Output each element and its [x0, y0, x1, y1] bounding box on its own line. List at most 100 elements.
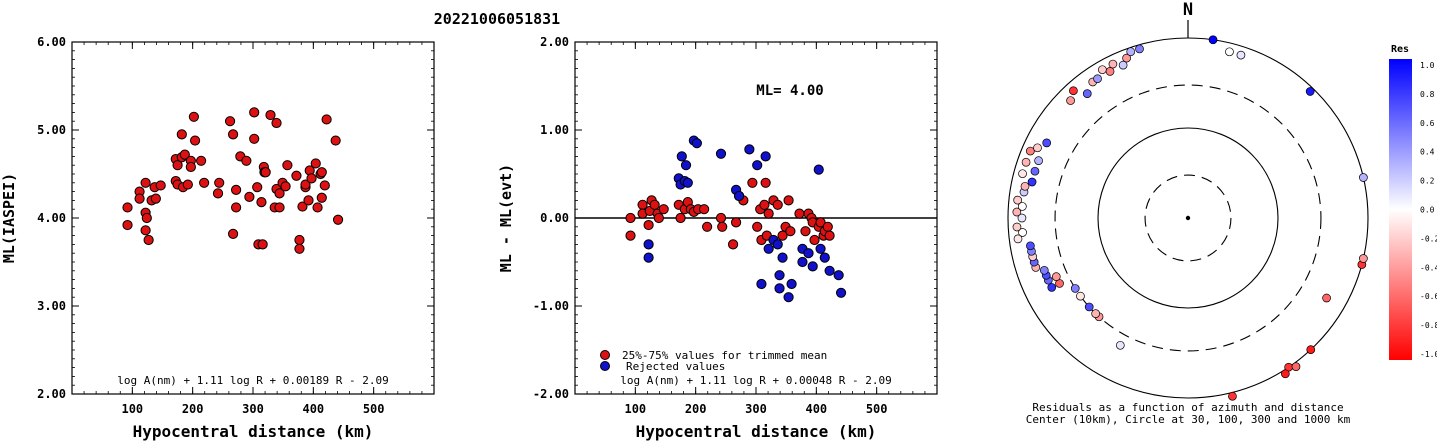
data-point	[227, 129, 239, 140]
station-residual	[1359, 173, 1368, 182]
station-residual	[1082, 89, 1092, 98]
data-point	[763, 243, 774, 254]
caption-line-2: Center (10km), Circle at 30, 100, 300 an…	[1026, 413, 1351, 426]
data-point	[172, 160, 183, 171]
data-point	[212, 188, 224, 199]
data-points	[625, 135, 847, 303]
data-point	[783, 292, 794, 303]
data-point	[291, 170, 302, 181]
station-residual	[1018, 169, 1027, 179]
panel-polar-residuals: N Residuals as a function of azimuth and…	[1007, 0, 1369, 426]
data-point	[833, 270, 844, 281]
data-point	[747, 177, 758, 188]
colorbar-tick-label: 0.0	[1420, 206, 1435, 215]
data-point	[199, 177, 210, 188]
colorbar-tick-label: -0.2	[1420, 234, 1437, 243]
data-point	[760, 151, 771, 162]
x-tick-label: 500	[866, 402, 888, 416]
station-residual	[1013, 234, 1023, 244]
data-point	[822, 221, 833, 232]
x-tick-label: 200	[182, 402, 204, 416]
data-point	[141, 212, 152, 224]
station-residual	[1017, 213, 1027, 223]
station-residual	[1021, 157, 1031, 167]
station-residual	[1026, 241, 1035, 251]
station-residual	[1118, 60, 1128, 70]
data-point	[330, 135, 341, 146]
station-residual	[1091, 309, 1101, 318]
station-residual	[1228, 391, 1237, 401]
data-point	[310, 158, 321, 169]
station-residual	[1098, 65, 1107, 75]
data-point	[809, 234, 820, 246]
colorbar-tick-label: 0.6	[1420, 119, 1435, 128]
data-point	[134, 193, 145, 204]
legend-marker-rejected	[600, 361, 610, 371]
y-tick-label: 2.00	[37, 387, 66, 401]
data-point	[785, 226, 796, 237]
colorbar-tick-label: 0.2	[1420, 177, 1435, 186]
center-dot	[1185, 215, 1191, 221]
y-tick-label: 6.00	[37, 35, 66, 49]
data-point	[760, 177, 771, 188]
data-point	[702, 221, 713, 232]
axes: -2.00 -1.00 0.00 1.00 2.00 100 200 300 400 500	[533, 35, 938, 416]
station-residual	[1093, 74, 1102, 84]
data-point	[680, 160, 692, 171]
data-point	[815, 243, 826, 254]
data-point	[297, 201, 308, 212]
data-point	[752, 221, 763, 232]
data-point	[756, 278, 767, 290]
data-point	[271, 117, 282, 129]
data-point	[752, 160, 763, 171]
data-point	[280, 181, 291, 192]
station-residual	[1281, 369, 1290, 379]
data-point	[282, 160, 293, 171]
x-tick-label: 400	[805, 402, 827, 416]
data-point	[143, 234, 154, 246]
data-point	[797, 256, 808, 268]
y-axis-label: ML(IASPEI)	[0, 173, 18, 263]
data-point	[319, 180, 330, 191]
data-point	[807, 261, 818, 272]
data-point	[815, 217, 826, 228]
data-points	[122, 107, 344, 254]
data-point	[691, 138, 702, 149]
station-residual	[1033, 143, 1042, 153]
data-point	[122, 202, 133, 213]
data-point	[265, 109, 276, 121]
colorbar-ticks: 1.0 0.8 0.6 0.4 0.2 0.0 -0.2 -0.4 -0.6 -0.8 -1.0	[1420, 61, 1437, 359]
data-point	[185, 161, 196, 173]
station-residual	[1115, 340, 1125, 350]
ring-100km	[1097, 127, 1279, 309]
data-point	[316, 167, 327, 178]
data-point	[649, 199, 660, 210]
data-point	[759, 199, 770, 210]
data-points	[1012, 35, 1368, 401]
ring-30km	[1144, 174, 1232, 262]
data-point	[800, 226, 811, 237]
x-axis-label: Hypocentral distance (km)	[133, 422, 374, 441]
data-point	[772, 199, 783, 210]
legend-label-rejected: Rejected values	[626, 360, 725, 373]
data-point	[774, 270, 785, 281]
data-point	[231, 202, 242, 213]
data-point	[734, 190, 745, 202]
data-point	[715, 148, 727, 159]
station-residual	[1027, 177, 1037, 187]
data-point	[699, 204, 710, 215]
data-point	[176, 129, 187, 140]
station-residual	[1122, 53, 1131, 63]
y-tick-label: -2.00	[533, 387, 569, 401]
ring-1000km	[1007, 37, 1369, 399]
data-point	[625, 230, 636, 241]
data-point	[303, 195, 314, 206]
station-residual	[1017, 202, 1027, 211]
data-point	[783, 195, 794, 206]
station-residual	[1030, 166, 1040, 176]
colorbar-tick-label: -0.6	[1420, 292, 1437, 301]
data-point	[727, 239, 739, 250]
station-residual	[1042, 138, 1052, 148]
data-point	[675, 212, 686, 224]
